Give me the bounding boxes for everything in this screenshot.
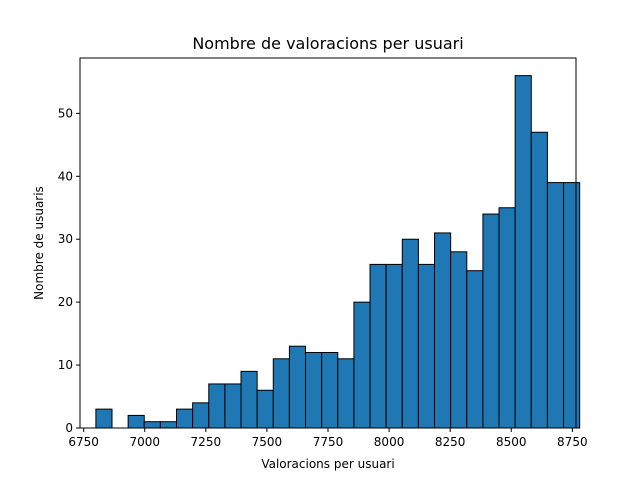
histogram-bar-11: [272, 358, 290, 429]
histogram-bar-17: [369, 263, 387, 429]
histogram-bar-21: [434, 232, 452, 429]
histogram-bar-28: [546, 182, 565, 429]
histogram-bar-15: [337, 358, 355, 429]
y-tick-label-2: 20: [58, 295, 73, 309]
y-axis-label: Nombre de usuaris: [32, 186, 46, 300]
histogram-bar-26: [514, 75, 532, 429]
x-tick-label-8: 8750: [557, 435, 588, 449]
x-axis-ticks: 6750 7000 7250 7500 7750 8000 8250 8500 8750: [68, 428, 588, 449]
histogram-bar-6: [192, 402, 210, 429]
y-tick-label-4: 40: [58, 169, 73, 183]
histogram-bar-5: [176, 408, 194, 429]
y-tick-label-5: 50: [58, 106, 73, 120]
histogram-bar-24: [482, 213, 500, 429]
histogram-bar-8: [224, 383, 242, 429]
histogram-bar-19: [401, 238, 419, 429]
x-tick-label-0: 6750: [68, 435, 99, 449]
histogram-bar-7: [208, 383, 226, 429]
histogram-bar-29: [563, 182, 581, 429]
histogram-bar-20: [417, 263, 436, 429]
histogram-bar-22: [450, 251, 468, 429]
y-tick-label-0: 0: [65, 421, 73, 435]
x-axis-label: Valoracions per usuari: [261, 457, 394, 471]
histogram-bar-4: [159, 421, 178, 429]
histogram-bar-10: [256, 389, 274, 429]
histogram-bar-27: [530, 131, 548, 429]
histogram-bar-2: [127, 414, 145, 429]
x-tick-label-1: 7000: [129, 435, 160, 449]
x-tick-label-5: 8000: [374, 435, 405, 449]
histogram-bar-18: [385, 263, 403, 429]
histogram-bar-12: [288, 345, 307, 429]
x-tick-label-4: 7750: [313, 435, 344, 449]
histogram-bar-14: [321, 351, 339, 429]
x-tick-label-6: 8250: [435, 435, 466, 449]
histogram-bar-0: [95, 408, 113, 429]
y-tick-label-3: 30: [58, 232, 73, 246]
histogram-bar-23: [466, 270, 484, 429]
histogram-bar-3: [143, 421, 161, 429]
histogram-bar-9: [240, 370, 258, 429]
histogram-bar-16: [353, 301, 371, 429]
x-tick-label-3: 7500: [252, 435, 283, 449]
x-tick-label-7: 8500: [496, 435, 527, 449]
chart-title: Nombre de valoracions per usuari: [192, 34, 463, 53]
histogram-bar-25: [498, 207, 516, 429]
x-tick-label-2: 7250: [191, 435, 222, 449]
bars-group: [95, 75, 581, 429]
histogram-bar-13: [305, 351, 323, 429]
y-tick-label-1: 10: [58, 358, 73, 372]
y-axis-ticks: 0 10 20 30 40 50: [58, 106, 80, 435]
